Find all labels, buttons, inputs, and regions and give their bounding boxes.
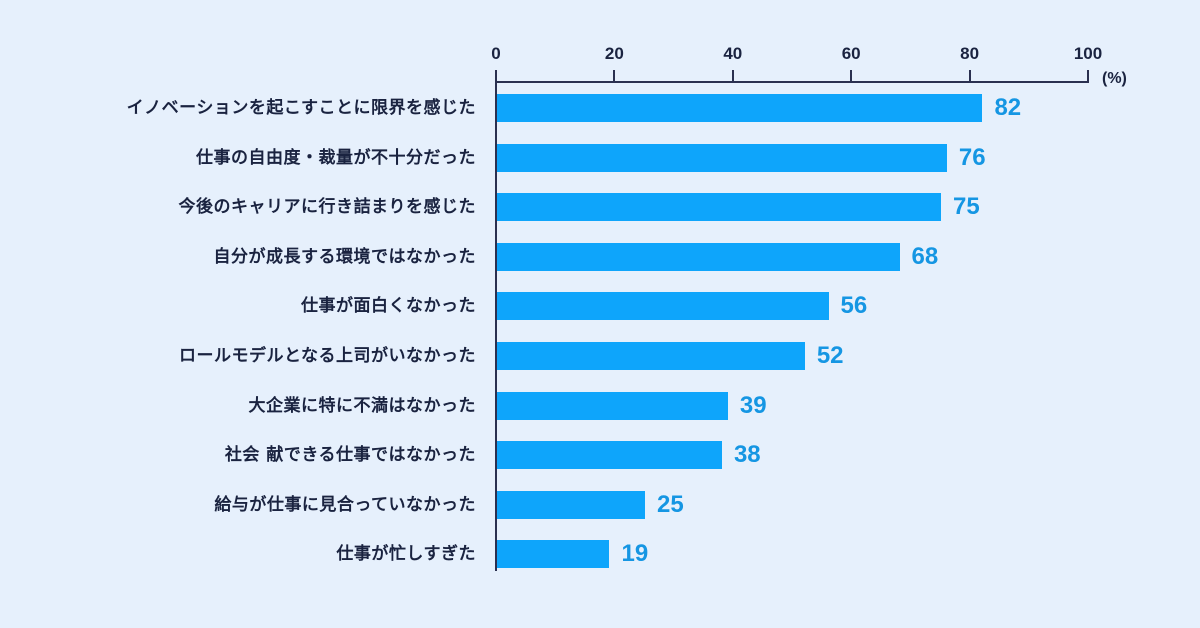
x-tick-label: 80 bbox=[960, 44, 980, 63]
bar-row: 自分が成長する環境ではなかった 68 bbox=[0, 242, 1200, 271]
unit-label: (%) bbox=[1102, 70, 1127, 87]
bar bbox=[497, 342, 805, 370]
bar-row: イノベーションを起こすことに限界を感じた 82 bbox=[0, 94, 1200, 122]
x-tick-label: 20 bbox=[604, 44, 624, 63]
bar-row: ロールモデルとなる上司がいなかった 52 bbox=[0, 342, 1200, 370]
y-axis-line bbox=[495, 81, 497, 571]
bar bbox=[497, 490, 645, 519]
bar-row: 給与が仕事に見合っていなかった 25 bbox=[0, 490, 1200, 519]
value-label: 39 bbox=[739, 391, 767, 419]
category-label: 今後のキャリアに行き詰まりを感じた bbox=[178, 197, 476, 218]
value-label: 82 bbox=[994, 94, 1022, 121]
category-label: 仕事が面白くなかった bbox=[301, 296, 476, 317]
value-label: 25 bbox=[657, 490, 684, 518]
bar-row: 大企業に特に不満はなかった 39 bbox=[0, 391, 1200, 420]
category-label: イノベーションを起こすことに限界を感じた bbox=[126, 98, 476, 118]
x-tick-mark bbox=[613, 70, 616, 82]
x-tick-label: 40 bbox=[723, 44, 743, 63]
value-label: 75 bbox=[953, 193, 980, 221]
category-label: 仕事が忙しすぎた bbox=[336, 544, 476, 565]
bar bbox=[497, 441, 722, 470]
category-label: 仕事の自由度・裁量が不十分だった bbox=[196, 147, 476, 168]
value-label: 52 bbox=[816, 342, 844, 369]
bar bbox=[497, 391, 728, 420]
bar-row: 仕事が面白くなかった 56 bbox=[0, 292, 1200, 321]
x-tick-mark bbox=[731, 70, 734, 82]
x-tick-mark bbox=[850, 70, 853, 82]
bar bbox=[497, 193, 941, 222]
bar bbox=[497, 242, 900, 271]
x-tick-label: 0 bbox=[491, 44, 501, 63]
bar-row: 今後のキャリアに行き詰まりを感じた 75 bbox=[0, 193, 1200, 222]
x-tick-label: 60 bbox=[841, 44, 861, 63]
x-tick-mark bbox=[968, 70, 971, 82]
value-label: 68 bbox=[911, 242, 939, 270]
bar bbox=[497, 143, 947, 172]
bar-row: 社会 献できる仕事ではなかった 38 bbox=[0, 441, 1200, 470]
x-axis-line bbox=[496, 81, 1089, 83]
x-tick-mark bbox=[495, 70, 497, 82]
value-label: 56 bbox=[840, 292, 868, 320]
x-tick-mark bbox=[1087, 70, 1089, 82]
bar-row: 仕事の自由度・裁量が不十分だった 76 bbox=[0, 143, 1200, 172]
category-label: 給与が仕事に見合っていなかった bbox=[214, 494, 476, 515]
bar bbox=[497, 292, 829, 321]
value-label: 19 bbox=[621, 540, 649, 568]
category-label: ロールモデルとなる上司がいなかった bbox=[179, 346, 476, 366]
bar bbox=[497, 94, 983, 122]
x-tick-label: 100 bbox=[1073, 44, 1103, 63]
bar bbox=[497, 540, 610, 569]
category-label: 大企業に特に不満はなかった bbox=[248, 395, 476, 416]
category-label: 社会 献できる仕事ではなかった bbox=[224, 445, 476, 466]
category-label: 自分が成長する環境ではなかった bbox=[213, 246, 476, 267]
bar-row: 仕事が忙しすぎた 19 bbox=[0, 540, 1200, 569]
value-label: 38 bbox=[733, 441, 761, 469]
value-label: 76 bbox=[958, 143, 986, 171]
